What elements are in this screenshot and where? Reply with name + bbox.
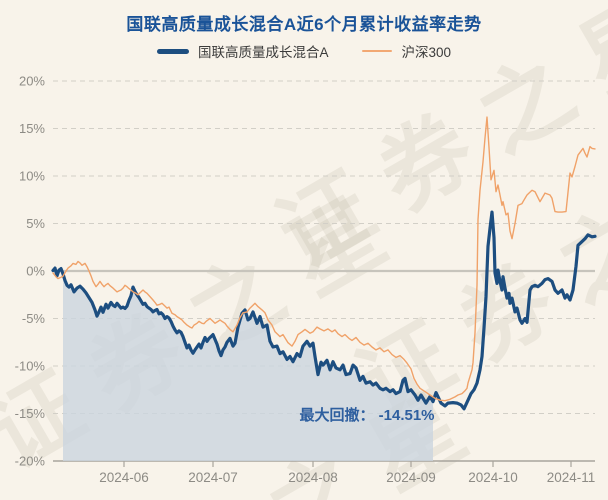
y-axis-tick-label: -15% [15, 406, 46, 421]
legend-item-fund: 国联高质量成长混合A [156, 41, 329, 61]
y-axis-tick-label: -5% [22, 311, 46, 326]
y-axis-tick-label: -10% [15, 359, 46, 374]
legend-label-fund: 国联高质量成长混合A [197, 45, 329, 60]
x-axis-tick-label: 2024-07 [188, 470, 238, 485]
chart-title: 国联高质量成长混合A近6个月累计收益率走势 [126, 15, 482, 34]
legend-label-index: 沪深300 [401, 45, 452, 60]
x-axis-tick-label: 2024-08 [288, 470, 338, 485]
y-axis-tick-label: 20% [19, 74, 45, 89]
y-axis-tick-label: 10% [19, 169, 45, 184]
index-line-swatch [362, 50, 393, 52]
max-drawdown-area [63, 273, 433, 461]
max-drawdown-label: 最大回撤： -14.51% [299, 406, 434, 424]
x-axis-tick-label: 2024-11 [547, 470, 596, 485]
y-axis-tick-label: 5% [26, 216, 45, 231]
fund-line-swatch [156, 48, 189, 54]
x-axis-tick-label: 2024-10 [468, 470, 518, 485]
legend-item-index: 沪深300 [362, 41, 451, 61]
y-axis-tick-label: 0% [26, 264, 45, 279]
x-axis-tick-label: 2024-06 [99, 470, 149, 485]
x-axis-tick-label: 2024-09 [386, 470, 436, 485]
chart-legend: 国联高质量成长混合A 沪深300 [0, 42, 608, 60]
y-axis-tick-label: -20% [15, 454, 46, 469]
index-return-line [52, 116, 596, 402]
fund-return-line [51, 210, 597, 411]
y-axis-tick-label: 15% [19, 121, 45, 136]
